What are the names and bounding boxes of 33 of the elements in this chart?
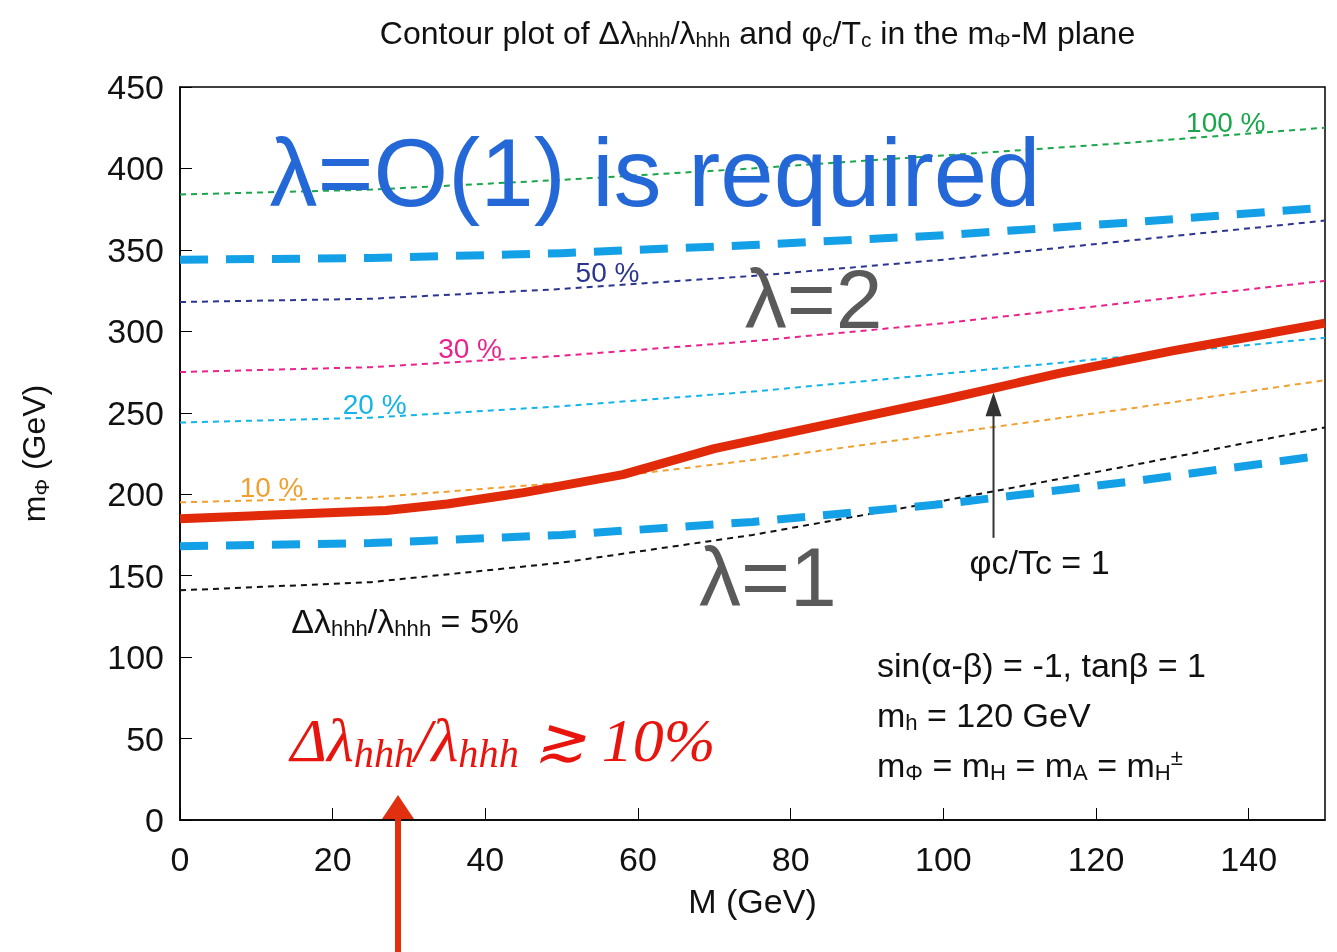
series-label: λ=2	[744, 251, 883, 346]
series-label: 100 %	[1186, 106, 1266, 138]
y-tick-label: 400	[107, 149, 164, 188]
x-tick-label: 0	[170, 840, 190, 878]
line-series	[179, 336, 1326, 424]
y-tick-label: 250	[107, 393, 164, 432]
annotation: sin(α-β) = -1, tanβ = 1	[877, 646, 1206, 684]
series-label: 50 %	[575, 257, 640, 289]
x-tick-label: 120	[1067, 840, 1125, 878]
y-tick-label: 300	[107, 312, 164, 351]
series-label: 20 %	[342, 388, 407, 420]
x-axis-title: M (GeV)	[688, 882, 817, 920]
y-tick-label: 450	[107, 68, 164, 106]
y-axis-title: mΦ (GeV)	[16, 384, 53, 523]
series-label: 10 %	[239, 471, 304, 503]
y-tick-label: 350	[107, 230, 164, 269]
x-tick-label: 80	[771, 840, 810, 878]
x-tick-label: 140	[1220, 840, 1278, 878]
x-tick-label: 60	[619, 840, 657, 878]
y-tick-label: 150	[107, 556, 164, 595]
chart-title: Contour plot of Δλhhh/λhhh and φc/Tc in the mΦ-M plane	[379, 14, 1136, 52]
line-series	[179, 379, 1326, 504]
y-tick-label: 0	[145, 801, 164, 839]
series-label: λ=1	[698, 530, 837, 625]
x-tick-label: 40	[466, 840, 505, 878]
x-tick-label: 20	[313, 840, 352, 878]
x-tick-label: 100	[914, 840, 972, 878]
series-label: 30 %	[438, 332, 502, 364]
annotation: λ=O(1) is required	[269, 118, 1041, 226]
y-tick-label: 50	[126, 719, 164, 758]
y-tick-label: 200	[107, 475, 164, 514]
text: φc/Tc = 1	[969, 542, 1110, 581]
y-tick-label: 100	[107, 638, 164, 677]
